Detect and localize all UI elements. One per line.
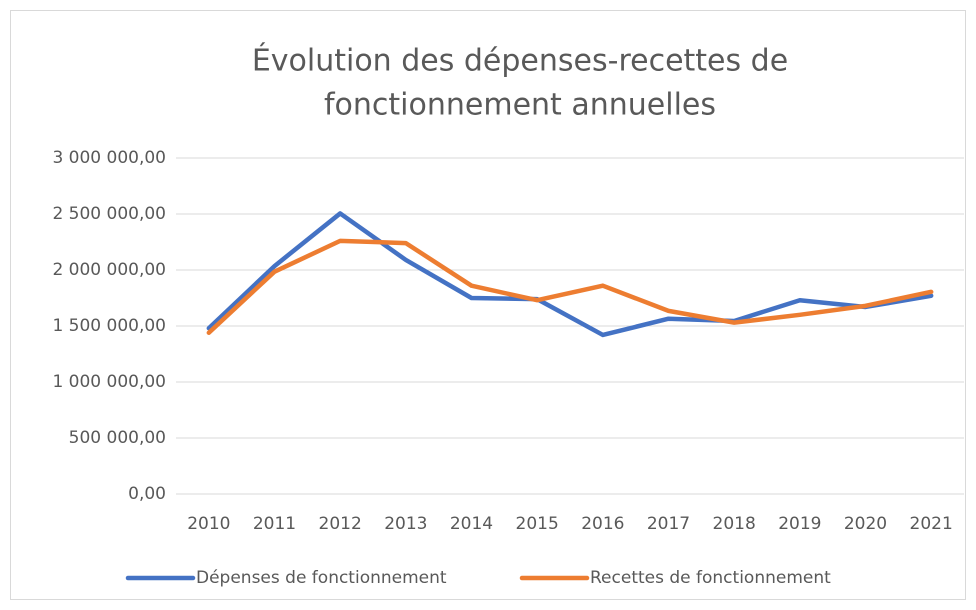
line-series xyxy=(206,211,934,338)
y-tick-label: 0,00 xyxy=(128,484,166,504)
line-series xyxy=(206,238,934,335)
y-tick-label: 3 000 000,00 xyxy=(52,148,166,168)
y-tick-label: 1 000 000,00 xyxy=(52,372,166,392)
chart-frame xyxy=(10,10,966,600)
x-tick-label: 2012 xyxy=(319,514,362,534)
x-tick-label: 2019 xyxy=(778,514,821,534)
y-tick-label: 1 500 000,00 xyxy=(52,316,166,336)
x-tick-label: 2020 xyxy=(844,514,887,534)
y-tick-label: 500 000,00 xyxy=(69,428,166,448)
x-tick-label: 2015 xyxy=(516,514,559,534)
chart-title: fonctionnement annuelles xyxy=(324,88,716,123)
y-tick-label: 2 000 000,00 xyxy=(52,260,166,280)
x-tick-label: 2021 xyxy=(910,514,953,534)
y-tick-label: 2 500 000,00 xyxy=(52,204,166,224)
x-tick-label: 2017 xyxy=(647,514,690,534)
x-tick-label: 2014 xyxy=(450,514,493,534)
x-tick-label: 2018 xyxy=(713,514,756,534)
x-tick-label: 2010 xyxy=(187,514,230,534)
legend-label: Recettes de fonctionnement xyxy=(590,568,831,588)
chart-title: Évolution des dépenses-recettes de xyxy=(252,43,788,79)
x-tick-label: 2013 xyxy=(384,514,427,534)
legend-label: Dépenses de fonctionnement xyxy=(196,568,447,588)
x-tick-label: 2011 xyxy=(253,514,296,534)
x-tick-label: 2016 xyxy=(581,514,624,534)
